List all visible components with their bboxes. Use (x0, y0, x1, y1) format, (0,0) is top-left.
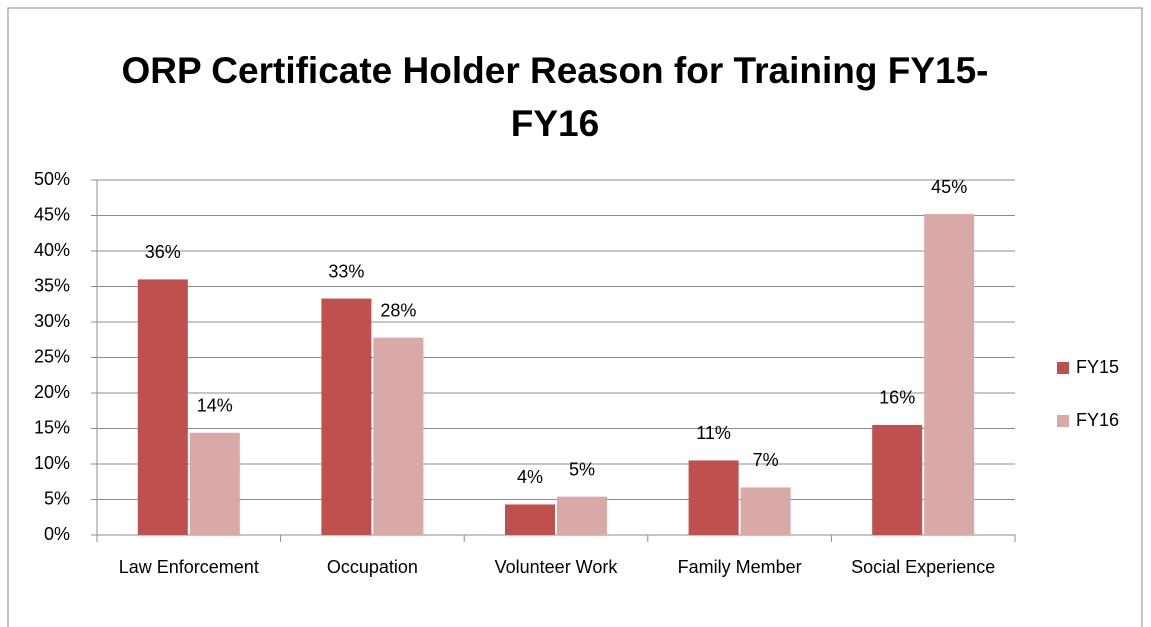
bar (557, 496, 607, 535)
chart-title: ORP Certificate Holder Reason for Traini… (121, 50, 989, 144)
x-tick-label: Law Enforcement (118, 557, 259, 577)
y-tick-label: 0% (44, 524, 70, 544)
data-label: 16% (879, 388, 915, 408)
bar (740, 487, 791, 535)
bar (505, 504, 555, 535)
data-label: 4% (517, 467, 543, 487)
y-tick-label: 40% (34, 240, 70, 260)
legend-swatch (1057, 415, 1069, 427)
bar (137, 279, 188, 535)
bar (872, 424, 923, 535)
y-tick-label: 10% (34, 453, 70, 473)
data-label: 5% (569, 459, 595, 479)
data-label: 11% (696, 423, 731, 443)
y-tick-label: 5% (44, 488, 70, 508)
y-tick-label: 20% (34, 382, 70, 402)
y-tick-label: 25% (34, 346, 70, 366)
legend-label: FY15 (1076, 357, 1119, 377)
legend-swatch (1057, 362, 1069, 374)
frame (7, 7, 1143, 627)
y-tick-label: 35% (34, 275, 70, 295)
data-label: 14% (197, 396, 233, 416)
x-tick-label: Social Experience (851, 557, 996, 577)
data-label: 7% (753, 450, 779, 470)
y-tick-label: 15% (34, 417, 70, 437)
x-tick-label: Family Member (677, 557, 802, 577)
y-tick-label: 45% (34, 204, 70, 224)
y-tick-label: 50% (34, 169, 70, 189)
bar (373, 337, 424, 535)
data-label: 45% (931, 177, 967, 197)
data-label: 36% (145, 242, 181, 262)
x-tick-label: Volunteer Work (494, 557, 618, 577)
bar (189, 432, 240, 535)
bar (688, 460, 739, 535)
y-tick-label: 30% (34, 311, 70, 331)
data-label: 33% (328, 261, 364, 281)
bar (321, 298, 372, 535)
legend-label: FY16 (1076, 410, 1119, 430)
data-label: 28% (380, 300, 416, 320)
bar (924, 214, 975, 535)
x-tick-label: Occupation (326, 557, 418, 577)
